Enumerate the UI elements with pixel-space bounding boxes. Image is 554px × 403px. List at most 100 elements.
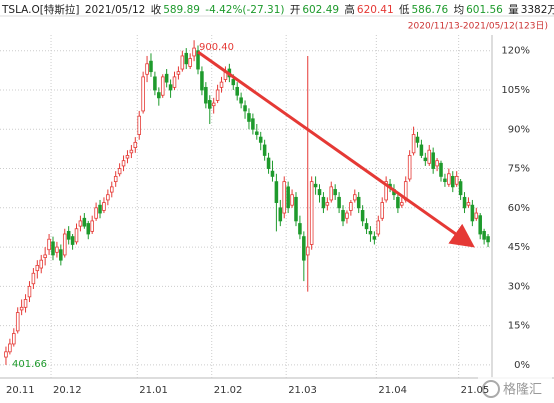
candle-body (400, 202, 404, 206)
x-tick-label: 20.11 (6, 385, 35, 396)
watermark: 格隆汇 (503, 382, 542, 398)
candle-body (23, 299, 28, 308)
candle-body (231, 79, 236, 86)
candle-body (8, 343, 12, 353)
candle-body (55, 246, 59, 253)
trend-arrow (197, 50, 475, 248)
candle-body (372, 236, 377, 240)
candle-body (431, 152, 435, 169)
watermark-logo (482, 380, 500, 398)
field-label: 开 (289, 4, 301, 16)
candle-body (278, 207, 283, 222)
candle-body (380, 202, 384, 219)
candle-body (168, 84, 173, 91)
candle-body (427, 149, 432, 164)
high-label: 900.40 (199, 42, 234, 53)
candle-body (466, 202, 471, 206)
field-value: 3382万 (520, 4, 554, 16)
candle-body (337, 196, 341, 209)
candle-body (207, 100, 212, 109)
candle-body (423, 157, 428, 162)
candle-body (160, 76, 165, 96)
candle-body (15, 312, 20, 332)
candle-body (137, 115, 141, 135)
candle-body (211, 102, 216, 107)
field-value: 586.76 (411, 4, 449, 16)
candle-body (239, 97, 243, 104)
field-value: 620.41 (356, 4, 394, 16)
candle-body (462, 196, 467, 209)
y-tick-label: 45% (508, 242, 530, 253)
candle-body (62, 233, 67, 256)
candle-body (102, 202, 106, 211)
field-label: 高 (344, 4, 355, 16)
candle-body (356, 196, 361, 209)
candle-body (286, 186, 290, 209)
candle-body (200, 71, 204, 91)
candle-body (78, 220, 83, 227)
candle-body (39, 259, 44, 269)
candle-body (51, 241, 55, 256)
candle-body (411, 134, 416, 154)
candle-body (396, 196, 400, 209)
candle-body (274, 181, 279, 203)
candle-body (290, 194, 294, 206)
field-value: 589.89 (163, 4, 200, 16)
candle-body (317, 189, 322, 196)
candle-body (478, 215, 482, 235)
candle-body (258, 136, 263, 143)
header: TSLA.O[特斯拉] 2021/05/12 收 589.89 -4.42%(-2… (2, 2, 554, 17)
candle-body (415, 136, 420, 143)
candle-body (133, 141, 138, 148)
candle-body (447, 173, 451, 185)
candle-body (74, 228, 79, 243)
y-tick-label: 60% (508, 203, 530, 214)
y-tick-label: 90% (508, 124, 530, 135)
candle-body (172, 76, 177, 88)
x-tick-label: 21.01 (139, 385, 168, 396)
candle-body (345, 212, 349, 219)
candle-body (270, 170, 275, 177)
candle-body (309, 181, 314, 245)
candle-body (192, 47, 196, 57)
candle-body (219, 81, 224, 88)
candle-body (298, 223, 302, 235)
candle-body (349, 202, 353, 211)
candle-body (106, 194, 110, 201)
candle-body (113, 175, 118, 183)
candle-body (450, 175, 455, 188)
candle-body (12, 333, 16, 345)
candle-body (407, 155, 412, 180)
candle-body (31, 272, 36, 285)
candle-body (353, 194, 357, 201)
field-value: 602.49 (302, 4, 340, 16)
candle-body (43, 254, 47, 258)
x-tick-label: 20.12 (53, 385, 82, 396)
candle-body (215, 89, 220, 101)
candle-body (313, 183, 318, 188)
x-tick-label: 21.04 (378, 385, 407, 396)
y-tick-label: 0% (514, 360, 530, 371)
candle-body (294, 196, 298, 222)
candle-body (196, 50, 200, 70)
y-tick-label: 105% (501, 85, 530, 96)
candle-body (157, 92, 161, 99)
candle-body (4, 351, 8, 358)
candle-body (458, 181, 463, 196)
change: -4.42%(-27.31) (205, 4, 285, 16)
candle-body (110, 186, 114, 193)
candle-body (255, 131, 259, 135)
y-tick-label: 75% (508, 164, 530, 175)
candle-body (325, 202, 330, 206)
x-tick-label: 21.02 (214, 385, 243, 396)
candle-body (376, 220, 381, 235)
candle-body (486, 236, 490, 243)
candle-body (247, 113, 251, 122)
candle-body (251, 118, 255, 130)
candle-body (145, 63, 149, 75)
candle-body (153, 76, 157, 91)
candle-body (360, 210, 365, 222)
candle-body (262, 144, 267, 156)
x-tick-label: 21.03 (288, 385, 317, 396)
